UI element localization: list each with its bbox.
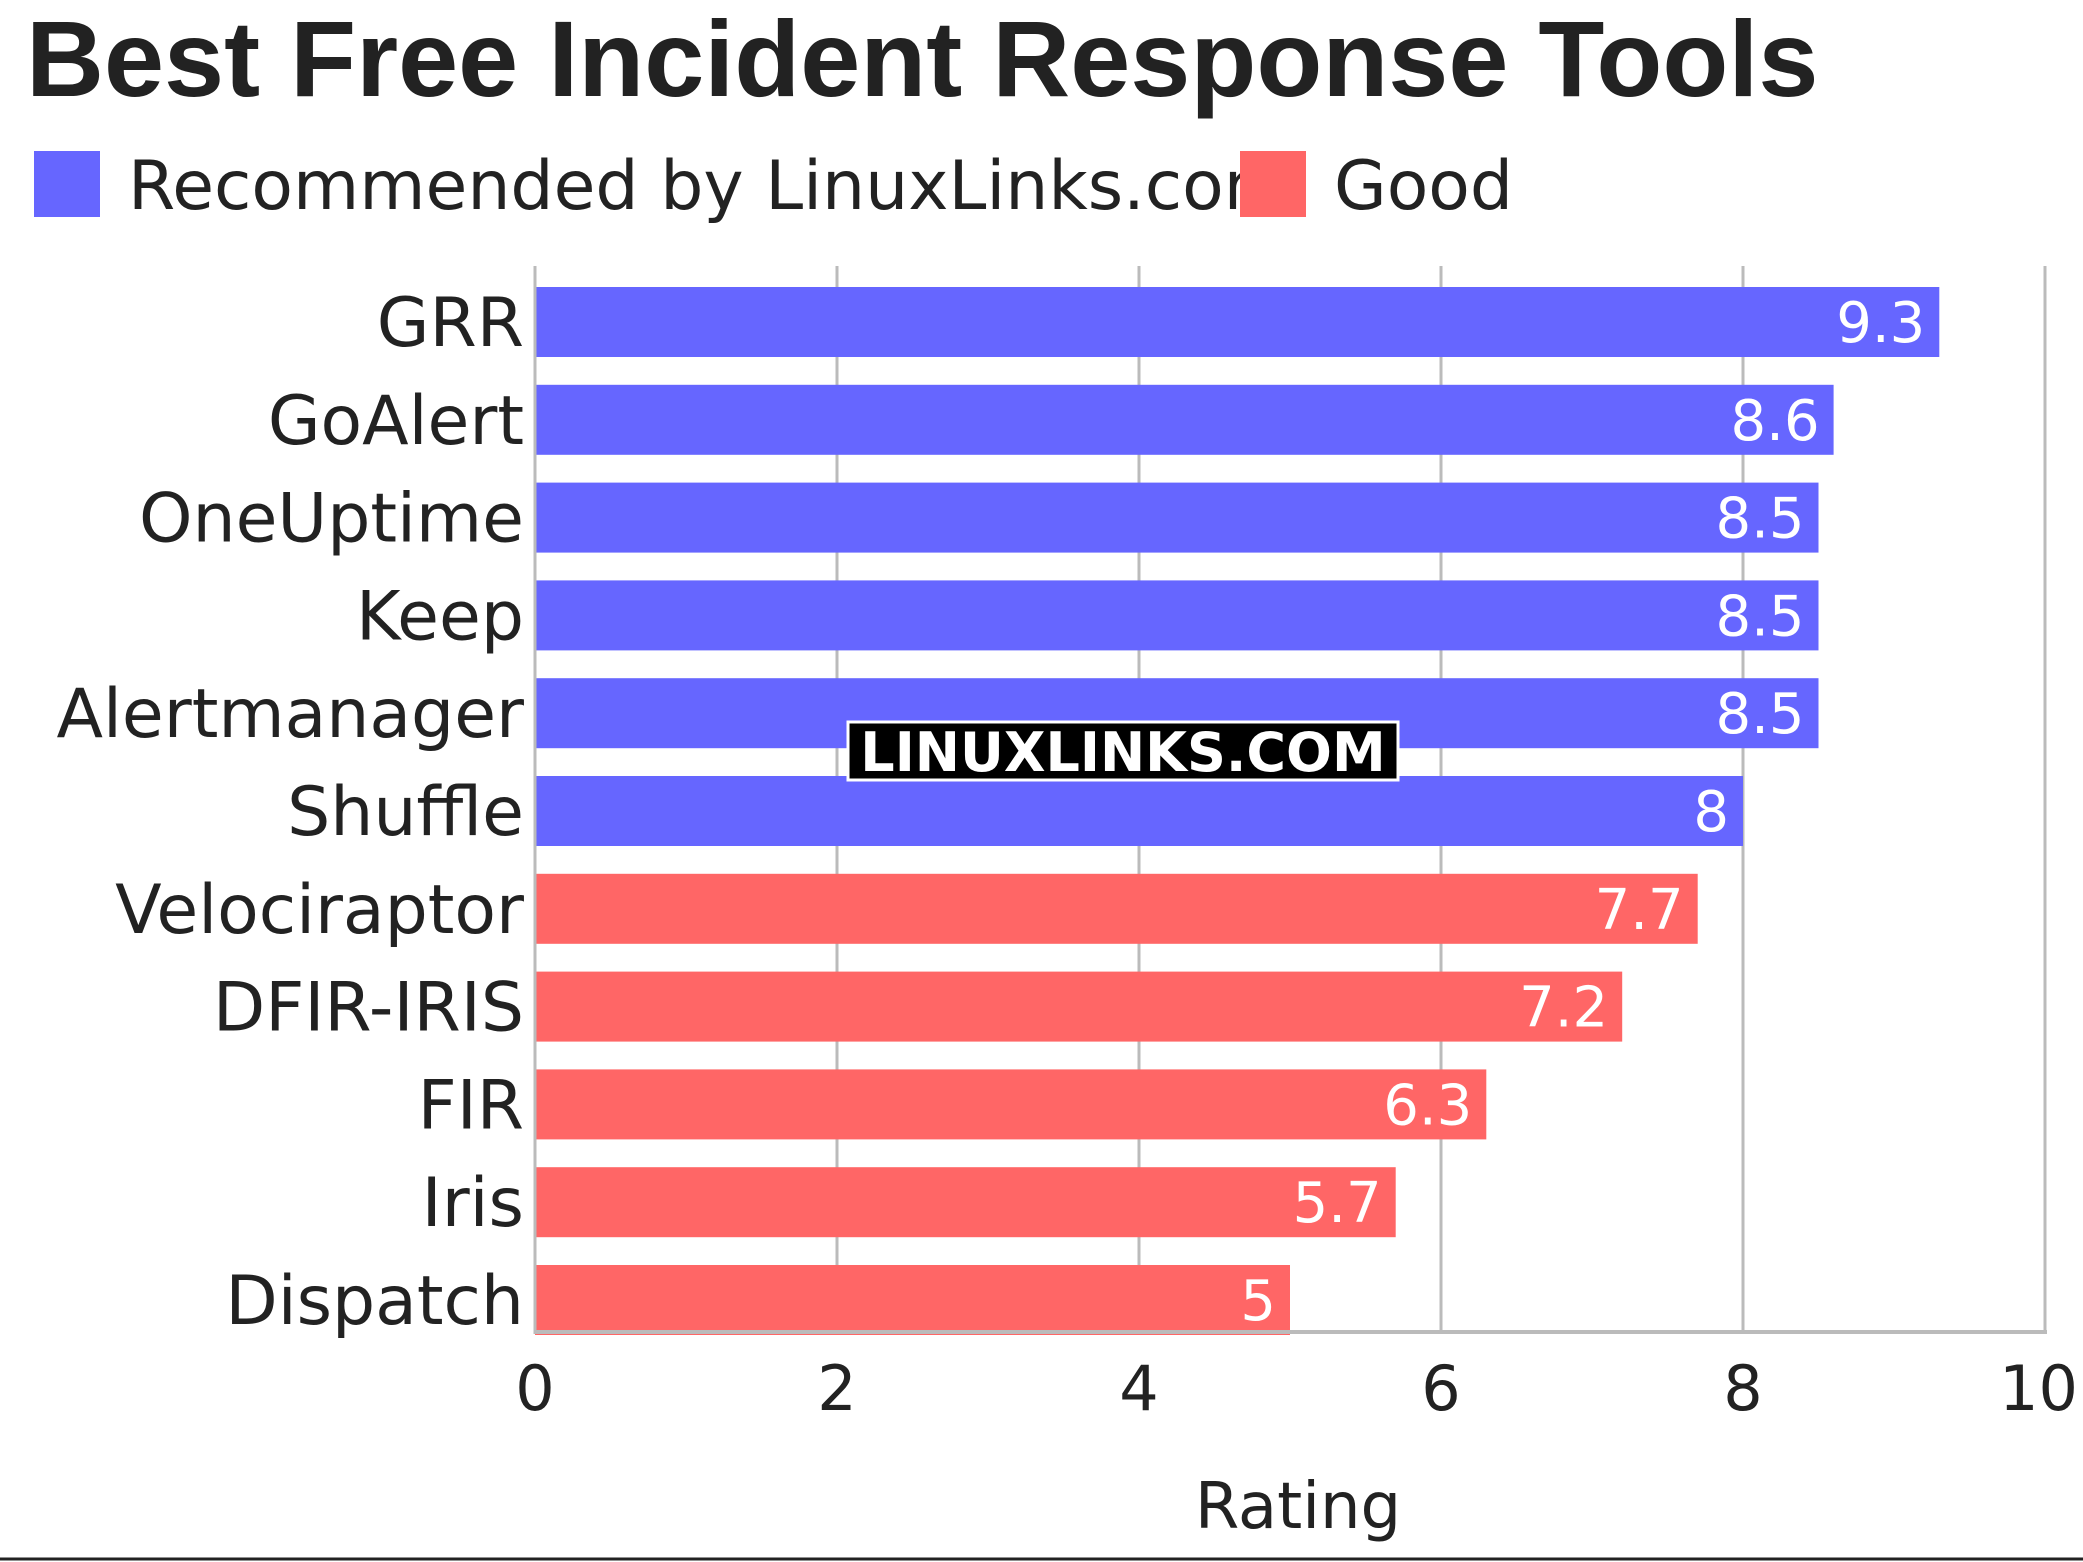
value-label-1: 8.6 [1731, 389, 1820, 454]
x-axis [533, 266, 2047, 1334]
value-label-6: 7.7 [1595, 878, 1684, 943]
x-tick-label-3: 6 [1421, 1352, 1460, 1425]
value-label-3: 8.5 [1715, 584, 1804, 649]
category-label-6: Velociraptor [115, 871, 524, 950]
value-label-2: 8.5 [1715, 487, 1804, 552]
chart-title: Best Free Incident Response Tools [26, 0, 1818, 119]
category-label-4: Alertmanager [57, 675, 525, 754]
value-labels: 9.38.6 8.5 8.5 8.5 87.7 7.2 6.35.7 5 [1240, 291, 1925, 1334]
value-label-4: 8.5 [1715, 682, 1804, 747]
category-label-7: DFIR-IRIS [213, 969, 524, 1048]
bar-1 [535, 384, 1834, 455]
bar-5 [535, 776, 1743, 846]
legend-swatch-0 [34, 151, 100, 217]
category-label-2: OneUptime [139, 480, 524, 559]
watermark-background [846, 720, 1400, 782]
bar-0 [535, 287, 1940, 357]
watermark-text: LINUXLINKS.COM [860, 721, 1385, 784]
category-labels: GRR GoAlert OneUptime Keep Alertmanager Shuff… [57, 284, 525, 1341]
category-label-8: FIR [418, 1066, 524, 1145]
legend-swatch-1 [1240, 151, 1306, 217]
bars [535, 287, 1940, 1335]
value-label-5: 8 [1693, 780, 1729, 845]
bar-9 [535, 1167, 1396, 1238]
x-tick-label-4: 8 [1723, 1352, 1762, 1425]
value-label-9: 5.7 [1293, 1171, 1382, 1236]
x-tick-label-5: 10 [1999, 1352, 2078, 1425]
value-label-7: 7.2 [1519, 976, 1608, 1041]
x-tick-label-2: 4 [1119, 1352, 1158, 1425]
category-label-3: Keep [356, 577, 524, 656]
value-label-8: 6.3 [1383, 1073, 1472, 1138]
watermark: LINUXLINKS.COM [846, 720, 1400, 784]
value-label-0: 9.3 [1836, 291, 1925, 356]
legend: Recommended by LinuxLinks.com Good [34, 147, 1513, 226]
bar-2 [535, 482, 1819, 553]
legend-label-1: Good [1334, 147, 1513, 226]
category-label-10: Dispatch [225, 1262, 524, 1341]
x-tick-labels: 0 2 4 6 8 10 [515, 1352, 2078, 1425]
bar-3 [535, 580, 1819, 651]
legend-label-0: Recommended by LinuxLinks.com [128, 147, 1290, 226]
bar-10 [535, 1265, 1290, 1335]
bar-6 [535, 873, 1698, 944]
x-axis-title: Rating [1195, 1470, 1401, 1544]
bar-7 [535, 971, 1623, 1042]
bar-8 [535, 1069, 1487, 1140]
category-label-1: GoAlert [268, 382, 524, 461]
x-tick-label-1: 2 [817, 1352, 856, 1425]
category-label-9: Iris [422, 1164, 524, 1243]
category-label-5: Shuffle [287, 773, 524, 852]
value-label-10: 5 [1240, 1269, 1276, 1334]
category-label-0: GRR [377, 284, 524, 363]
x-tick-label-0: 0 [515, 1352, 554, 1425]
